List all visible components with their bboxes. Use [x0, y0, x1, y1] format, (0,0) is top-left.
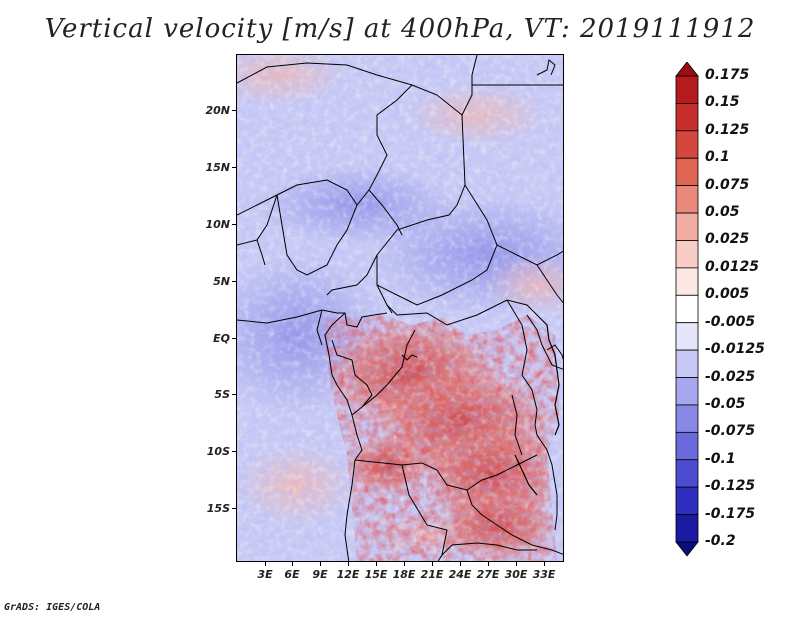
colorbar-label: 0.05 — [705, 204, 740, 221]
colorbar-label: 0.1 — [705, 149, 730, 166]
colorbar-segment — [675, 486, 699, 515]
lat-label: 10S — [206, 445, 230, 458]
colorbar-segment — [675, 294, 699, 324]
lon-label: 27E — [476, 568, 500, 581]
colorbar-label: 0.025 — [705, 231, 750, 248]
lon-label: 6E — [284, 568, 300, 581]
colorbar-segment — [675, 240, 699, 269]
lat-label: 10N — [205, 218, 230, 231]
lon-label: 3E — [257, 568, 273, 581]
colorbar-segment — [675, 212, 699, 241]
lat-label: 20N — [205, 104, 230, 117]
country-borders — [237, 55, 563, 561]
colorbar-label: 0.125 — [705, 121, 750, 138]
lat-label: 5S — [214, 388, 230, 401]
footer-credit: GrADS: IGES/COLA — [4, 602, 101, 613]
colorbar-label: 0.175 — [705, 67, 750, 83]
colorbar-label: -0.05 — [705, 395, 746, 412]
colorbar-segment — [675, 431, 699, 461]
colorbar-segment — [675, 130, 699, 159]
colorbar-segment — [675, 349, 699, 378]
colorbar-label: -0.1 — [705, 450, 736, 467]
lon-label: 12E — [336, 568, 360, 581]
colorbar-label: 0.005 — [705, 286, 750, 303]
velocity-field — [237, 55, 563, 561]
lat-label: 5N — [213, 275, 230, 288]
lat-label: 15S — [206, 502, 230, 515]
lon-label: 15E — [364, 568, 388, 581]
lon-label: 33E — [532, 568, 556, 581]
colorbar-label: 0.0125 — [705, 258, 760, 275]
colorbar-segment — [675, 185, 699, 214]
colorbar-segment — [675, 514, 699, 543]
colorbar-label: -0.125 — [705, 478, 756, 495]
colorbar-segment — [675, 103, 699, 132]
colorbar-segment — [675, 157, 699, 187]
colorbar-label: -0.2 — [705, 533, 736, 549]
map-title: Vertical velocity [m/s] at 400hPa, VT: 2… — [44, 14, 756, 44]
colorbar-segment — [675, 377, 699, 406]
lon-label: 30E — [504, 568, 528, 581]
colorbar-label: -0.025 — [705, 368, 756, 385]
colorbar-label: -0.175 — [705, 505, 756, 522]
lon-label: 21E — [420, 568, 444, 581]
colorbar-label: -0.0125 — [705, 341, 765, 358]
colorbar-segment — [675, 62, 699, 77]
lon-label: 9E — [312, 568, 328, 581]
map-panel — [236, 54, 564, 562]
colorbar — [675, 62, 699, 557]
colorbar-segment — [675, 541, 699, 557]
colorbar-segment — [675, 75, 699, 104]
colorbar-segment — [675, 459, 699, 488]
colorbar-segment — [675, 404, 699, 433]
colorbar-label: 0.15 — [705, 94, 740, 111]
colorbar-label: 0.075 — [705, 176, 750, 193]
lon-label: 24E — [448, 568, 472, 581]
lon-label: 18E — [392, 568, 416, 581]
lat-label: EQ — [213, 332, 230, 345]
colorbar-segment — [675, 267, 699, 296]
lat-label: 15N — [205, 161, 230, 174]
colorbar-segment — [675, 322, 699, 351]
colorbar-label: -0.005 — [705, 313, 756, 330]
colorbar-label: -0.075 — [705, 423, 756, 440]
